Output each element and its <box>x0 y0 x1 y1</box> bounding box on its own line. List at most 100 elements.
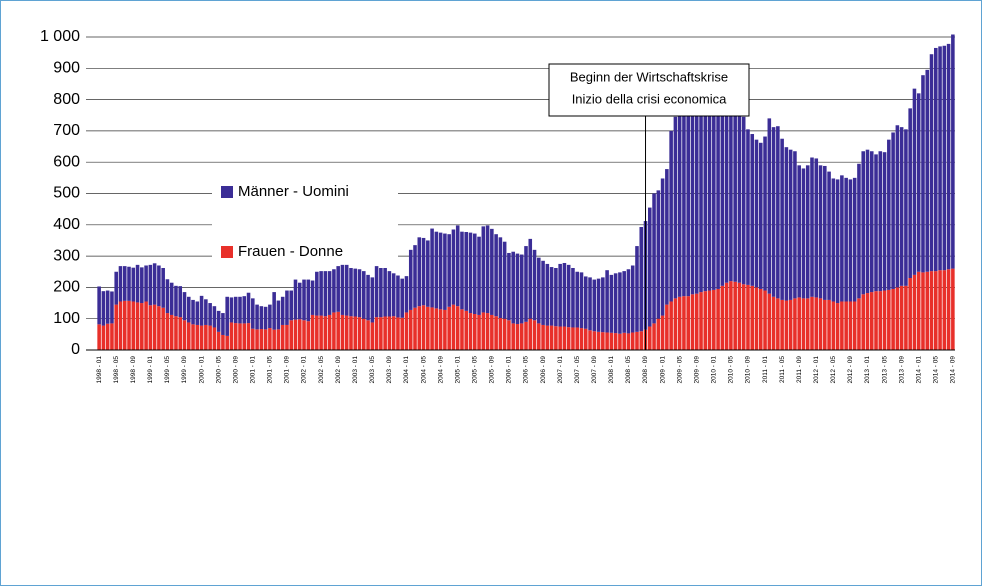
bar-segment <box>528 238 533 319</box>
bar-segment <box>387 271 392 317</box>
bar-segment <box>451 304 456 350</box>
bar-segment <box>571 327 575 350</box>
x-tick-label: 2011 - 09 <box>796 356 803 383</box>
bar-segment <box>712 289 716 350</box>
x-tick-label: 2008 - 05 <box>625 356 632 384</box>
bar-segment <box>272 329 276 350</box>
bar-segment <box>848 301 853 350</box>
bar-segment <box>558 263 562 327</box>
bar-segment <box>925 271 930 350</box>
bar-segment <box>869 151 874 293</box>
bar-segment <box>707 290 712 350</box>
bar-segment <box>703 291 708 350</box>
bar-segment <box>724 110 729 283</box>
bar-segment <box>481 312 486 350</box>
bar-segment <box>682 102 686 297</box>
bar-segment <box>882 152 887 291</box>
bar-segment <box>673 298 678 350</box>
bar-segment <box>464 231 469 311</box>
bar-segment <box>720 110 725 286</box>
bar-segment <box>788 299 793 350</box>
bar-segment <box>259 306 264 330</box>
bar-segment <box>545 263 550 326</box>
bar-segment <box>490 314 494 350</box>
bar-segment <box>532 249 537 321</box>
x-tick-label: 2010 - 09 <box>745 356 752 384</box>
bar-segment <box>353 316 358 350</box>
bar-segment <box>797 165 801 298</box>
bar-segment <box>481 226 486 313</box>
bar-segment <box>780 138 784 300</box>
bar-segment <box>144 265 148 302</box>
x-tick-label: 2005 - 01 <box>454 356 461 384</box>
bar-segment <box>519 323 524 350</box>
bar-segment <box>844 177 848 302</box>
bar-segment <box>660 178 665 316</box>
bar-segment <box>771 127 776 297</box>
bar-segment <box>127 266 131 301</box>
bar-segment <box>677 104 682 297</box>
bar-segment <box>460 231 464 310</box>
bar-segment <box>635 331 639 350</box>
bar-segment <box>434 308 439 350</box>
bar-segment <box>191 299 195 325</box>
y-tick-label: 100 <box>53 310 80 327</box>
bar-segment <box>630 265 635 333</box>
x-tick-label: 2013 - 05 <box>881 356 888 384</box>
bar-segment <box>622 332 626 350</box>
bar-segment <box>852 177 857 302</box>
bar-segment <box>823 165 827 300</box>
bar-segment <box>157 306 161 350</box>
bar-segment <box>776 126 780 299</box>
bar-segment <box>524 321 528 350</box>
bar-segment <box>135 302 140 350</box>
bar-segment <box>814 158 819 298</box>
bar-segment <box>396 317 400 350</box>
bar-segment <box>784 147 789 301</box>
bar-segment <box>400 278 404 318</box>
bar-segment <box>238 323 242 350</box>
bar-segment <box>716 108 720 289</box>
bar-segment <box>374 266 379 318</box>
bar-segment <box>758 288 763 350</box>
bar-segment <box>323 271 328 317</box>
bar-segment <box>541 260 545 325</box>
bar-segment <box>827 171 831 300</box>
x-tick-label: 2000 - 05 <box>215 356 222 384</box>
bar-segment <box>110 323 114 350</box>
bar-segment <box>507 252 511 321</box>
bar-segment <box>152 263 157 305</box>
bar-segment <box>268 328 272 350</box>
bar-segment <box>942 45 947 271</box>
y-tick-label: 700 <box>53 122 80 139</box>
bar-segment <box>596 331 601 350</box>
bar-segment <box>630 332 635 350</box>
y-tick-label: 800 <box>53 91 80 108</box>
x-tick-label: 2006 - 09 <box>540 356 547 384</box>
bar-segment <box>144 301 148 350</box>
y-tick-label: 200 <box>53 279 80 296</box>
bar-segment <box>793 298 797 350</box>
y-tick-label: 400 <box>53 216 80 233</box>
x-tick-label: 1999 - 09 <box>181 356 188 384</box>
bar-segment <box>366 274 370 321</box>
bar-segment <box>122 266 127 301</box>
bar-segment <box>225 335 229 350</box>
bar-segment <box>379 267 383 318</box>
bar-segment <box>588 277 592 331</box>
bar-segment <box>908 278 912 350</box>
bar-segment <box>221 334 225 350</box>
bar-segment <box>562 326 567 350</box>
bar-segment <box>169 282 174 315</box>
x-tick-label: 2003 - 09 <box>386 356 393 384</box>
bar-segment <box>430 307 434 350</box>
bar-segment <box>515 253 520 325</box>
bar-segment <box>485 313 490 350</box>
bar-segment <box>340 264 345 315</box>
bar-segment <box>746 129 750 285</box>
bar-segment <box>268 304 272 329</box>
bar-segment <box>332 269 336 313</box>
bar-segment <box>733 108 737 282</box>
bar-segment <box>255 304 259 330</box>
